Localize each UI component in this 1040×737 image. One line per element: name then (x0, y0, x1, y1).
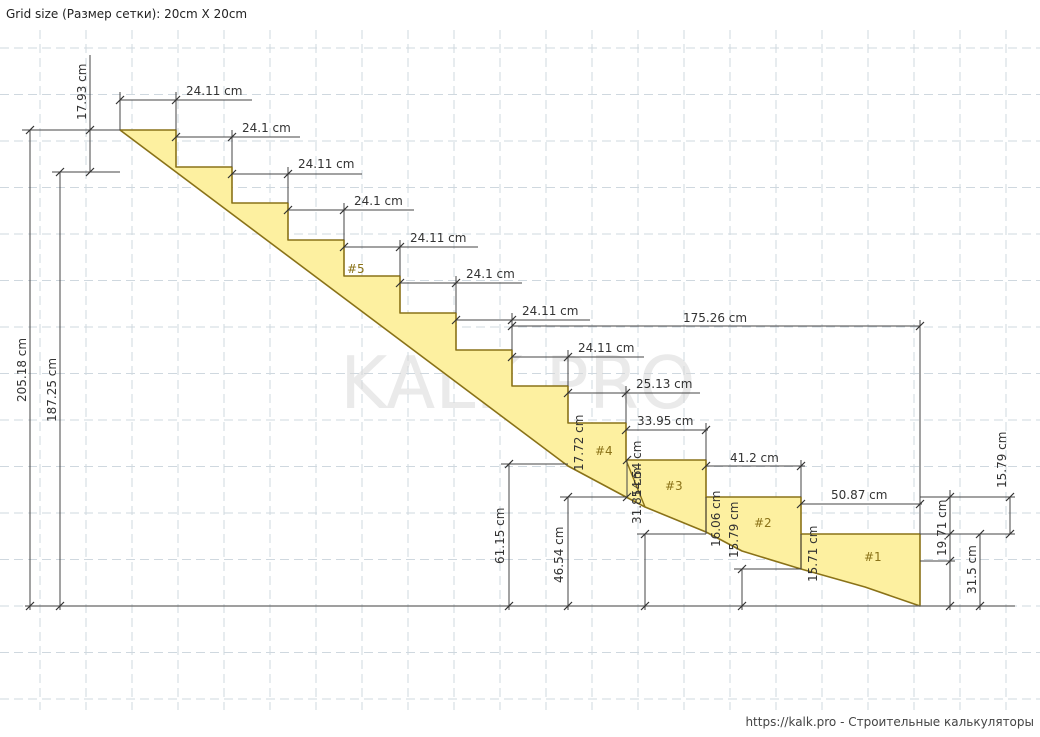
dimension-tick (621, 425, 631, 435)
dim-height-15-left: 15.79 cm (727, 502, 741, 558)
dimension-tick (945, 601, 955, 611)
dimension-tick (507, 315, 517, 325)
grid-size-label: Grid size (Размер сетки): 20cm X 20cm (6, 7, 248, 21)
dimension-tick (339, 205, 349, 215)
dimension-tick (227, 132, 237, 142)
dim-rise-14: 14.54 cm (630, 441, 644, 497)
step-label-3: #3 (665, 479, 683, 493)
dimension-tick (737, 564, 747, 574)
dimension-tick (451, 315, 461, 325)
dimension-tick (283, 169, 293, 179)
dim-top-rise: 17.93 cm (75, 64, 89, 120)
dim-rise-right-15: 15.79 cm (995, 432, 1009, 488)
dimension-tick (621, 388, 631, 398)
stair-stringer (119, 129, 921, 607)
dim-rise-17: 17.72 cm (572, 415, 586, 471)
dimension-tick (640, 601, 650, 611)
dimension-tick (451, 278, 461, 288)
dimension-tick (227, 169, 237, 179)
dimension-tick (945, 556, 955, 566)
dimension-tick (85, 125, 95, 135)
dim-run-7: 24.11 cm (522, 304, 578, 318)
dimension-tick (283, 205, 293, 215)
dimension-tick (796, 461, 806, 471)
step-label-5: #5 (347, 262, 365, 276)
dimension-lines (22, 55, 1015, 610)
dimension-tick (563, 352, 573, 362)
dimension-tick (975, 601, 985, 611)
dimension-tick (945, 492, 955, 502)
dim-run-3: 24.11 cm (298, 157, 354, 171)
step-label-4: #4 (595, 444, 613, 458)
dimension-tick (507, 321, 517, 331)
dimension-tick (945, 529, 955, 539)
dimension-tick (171, 132, 181, 142)
dimension-tick (55, 601, 65, 611)
dimension-tick (339, 242, 349, 252)
dimension-tick (701, 461, 711, 471)
dimension-labels: 24.11 cm 24.1 cm 24.11 cm 24.1 cm 24.11 … (15, 64, 1009, 594)
dimension-tick (171, 95, 181, 105)
dimension-tick (915, 499, 925, 509)
dimension-tick (563, 388, 573, 398)
dim-run-1: 24.11 cm (186, 84, 242, 98)
dim-rise-right-19: 19.71 cm (935, 500, 949, 556)
dim-run-6: 24.1 cm (466, 267, 515, 281)
dim-run-11: 41.2 cm (730, 451, 779, 465)
dim-total-height: 205.18 cm (15, 338, 29, 402)
dim-height-right-31: 31.5 cm (965, 545, 979, 594)
dimension-tick (622, 455, 632, 465)
step-label-1: #1 (864, 550, 882, 564)
site-credit: https://kalk.pro - Строительные калькуля… (745, 715, 1034, 729)
step-label-2: #2 (754, 516, 772, 530)
dimension-tick (115, 95, 125, 105)
dimension-tick (1005, 529, 1015, 539)
dimension-tick (55, 167, 65, 177)
dimension-tick (1005, 492, 1015, 502)
dimension-tick (915, 321, 925, 331)
dimension-tick (25, 601, 35, 611)
dimension-tick (395, 278, 405, 288)
dim-height-46: 46.54 cm (552, 527, 566, 583)
dimension-tick (395, 242, 405, 252)
dim-rise-16: 16.06 cm (709, 491, 723, 547)
dimension-tick (563, 492, 573, 502)
dim-run-9: 25.13 cm (636, 377, 692, 391)
dimension-tick (640, 529, 650, 539)
dim-winder-span: 175.26 cm (683, 311, 747, 325)
dim-height-31-left: 31.85 cm (630, 468, 644, 524)
step-labels: #5 #4 #3 #2 #1 (347, 262, 882, 564)
dimension-tick (737, 601, 747, 611)
dimension-tick (504, 459, 514, 469)
dim-run-10: 33.95 cm (637, 414, 693, 428)
dim-run-8: 24.11 cm (578, 341, 634, 355)
dimension-tick (796, 499, 806, 509)
dimension-tick (975, 529, 985, 539)
dimension-tick (25, 125, 35, 135)
dimension-tick (563, 601, 573, 611)
dim-run-5: 24.11 cm (410, 231, 466, 245)
dim-run-4: 24.1 cm (354, 194, 403, 208)
dimension-tick (507, 352, 517, 362)
dimension-tick (622, 492, 632, 502)
dim-run-12: 50.87 cm (831, 488, 887, 502)
dimension-tick (701, 425, 711, 435)
dimension-ticks (25, 95, 1015, 611)
dimension-tick (504, 601, 514, 611)
dim-height-61: 61.15 cm (493, 508, 507, 564)
dim-run-2: 24.1 cm (242, 121, 291, 135)
dim-height-2: 187.25 cm (45, 358, 59, 422)
dim-rise-15: 15.71 cm (806, 526, 820, 582)
dimension-tick (85, 167, 95, 177)
